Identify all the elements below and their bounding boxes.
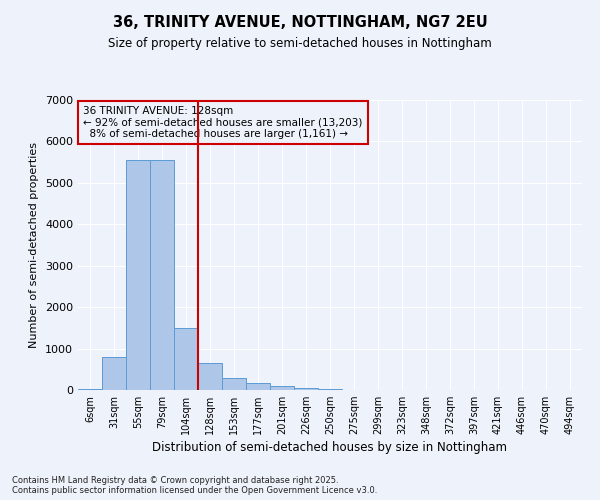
Bar bbox=[102, 357, 126, 390]
Text: Contains HM Land Registry data © Crown copyright and database right 2025.
Contai: Contains HM Land Registry data © Crown c… bbox=[12, 476, 377, 495]
Text: 36, TRINITY AVENUE, NOTTINGHAM, NG7 2EU: 36, TRINITY AVENUE, NOTTINGHAM, NG7 2EU bbox=[113, 15, 487, 30]
X-axis label: Distribution of semi-detached houses by size in Nottingham: Distribution of semi-detached houses by … bbox=[152, 442, 508, 454]
Text: 36 TRINITY AVENUE: 128sqm
← 92% of semi-detached houses are smaller (13,203)
  8: 36 TRINITY AVENUE: 128sqm ← 92% of semi-… bbox=[83, 106, 362, 139]
Bar bbox=[198, 364, 222, 390]
Text: Size of property relative to semi-detached houses in Nottingham: Size of property relative to semi-detach… bbox=[108, 38, 492, 51]
Bar bbox=[150, 160, 174, 390]
Bar bbox=[270, 386, 294, 390]
Bar bbox=[222, 378, 246, 390]
Bar bbox=[126, 160, 150, 390]
Bar bbox=[174, 328, 198, 390]
Bar bbox=[78, 389, 102, 390]
Bar bbox=[246, 383, 270, 390]
Bar bbox=[318, 389, 342, 390]
Y-axis label: Number of semi-detached properties: Number of semi-detached properties bbox=[29, 142, 40, 348]
Bar bbox=[294, 388, 318, 390]
